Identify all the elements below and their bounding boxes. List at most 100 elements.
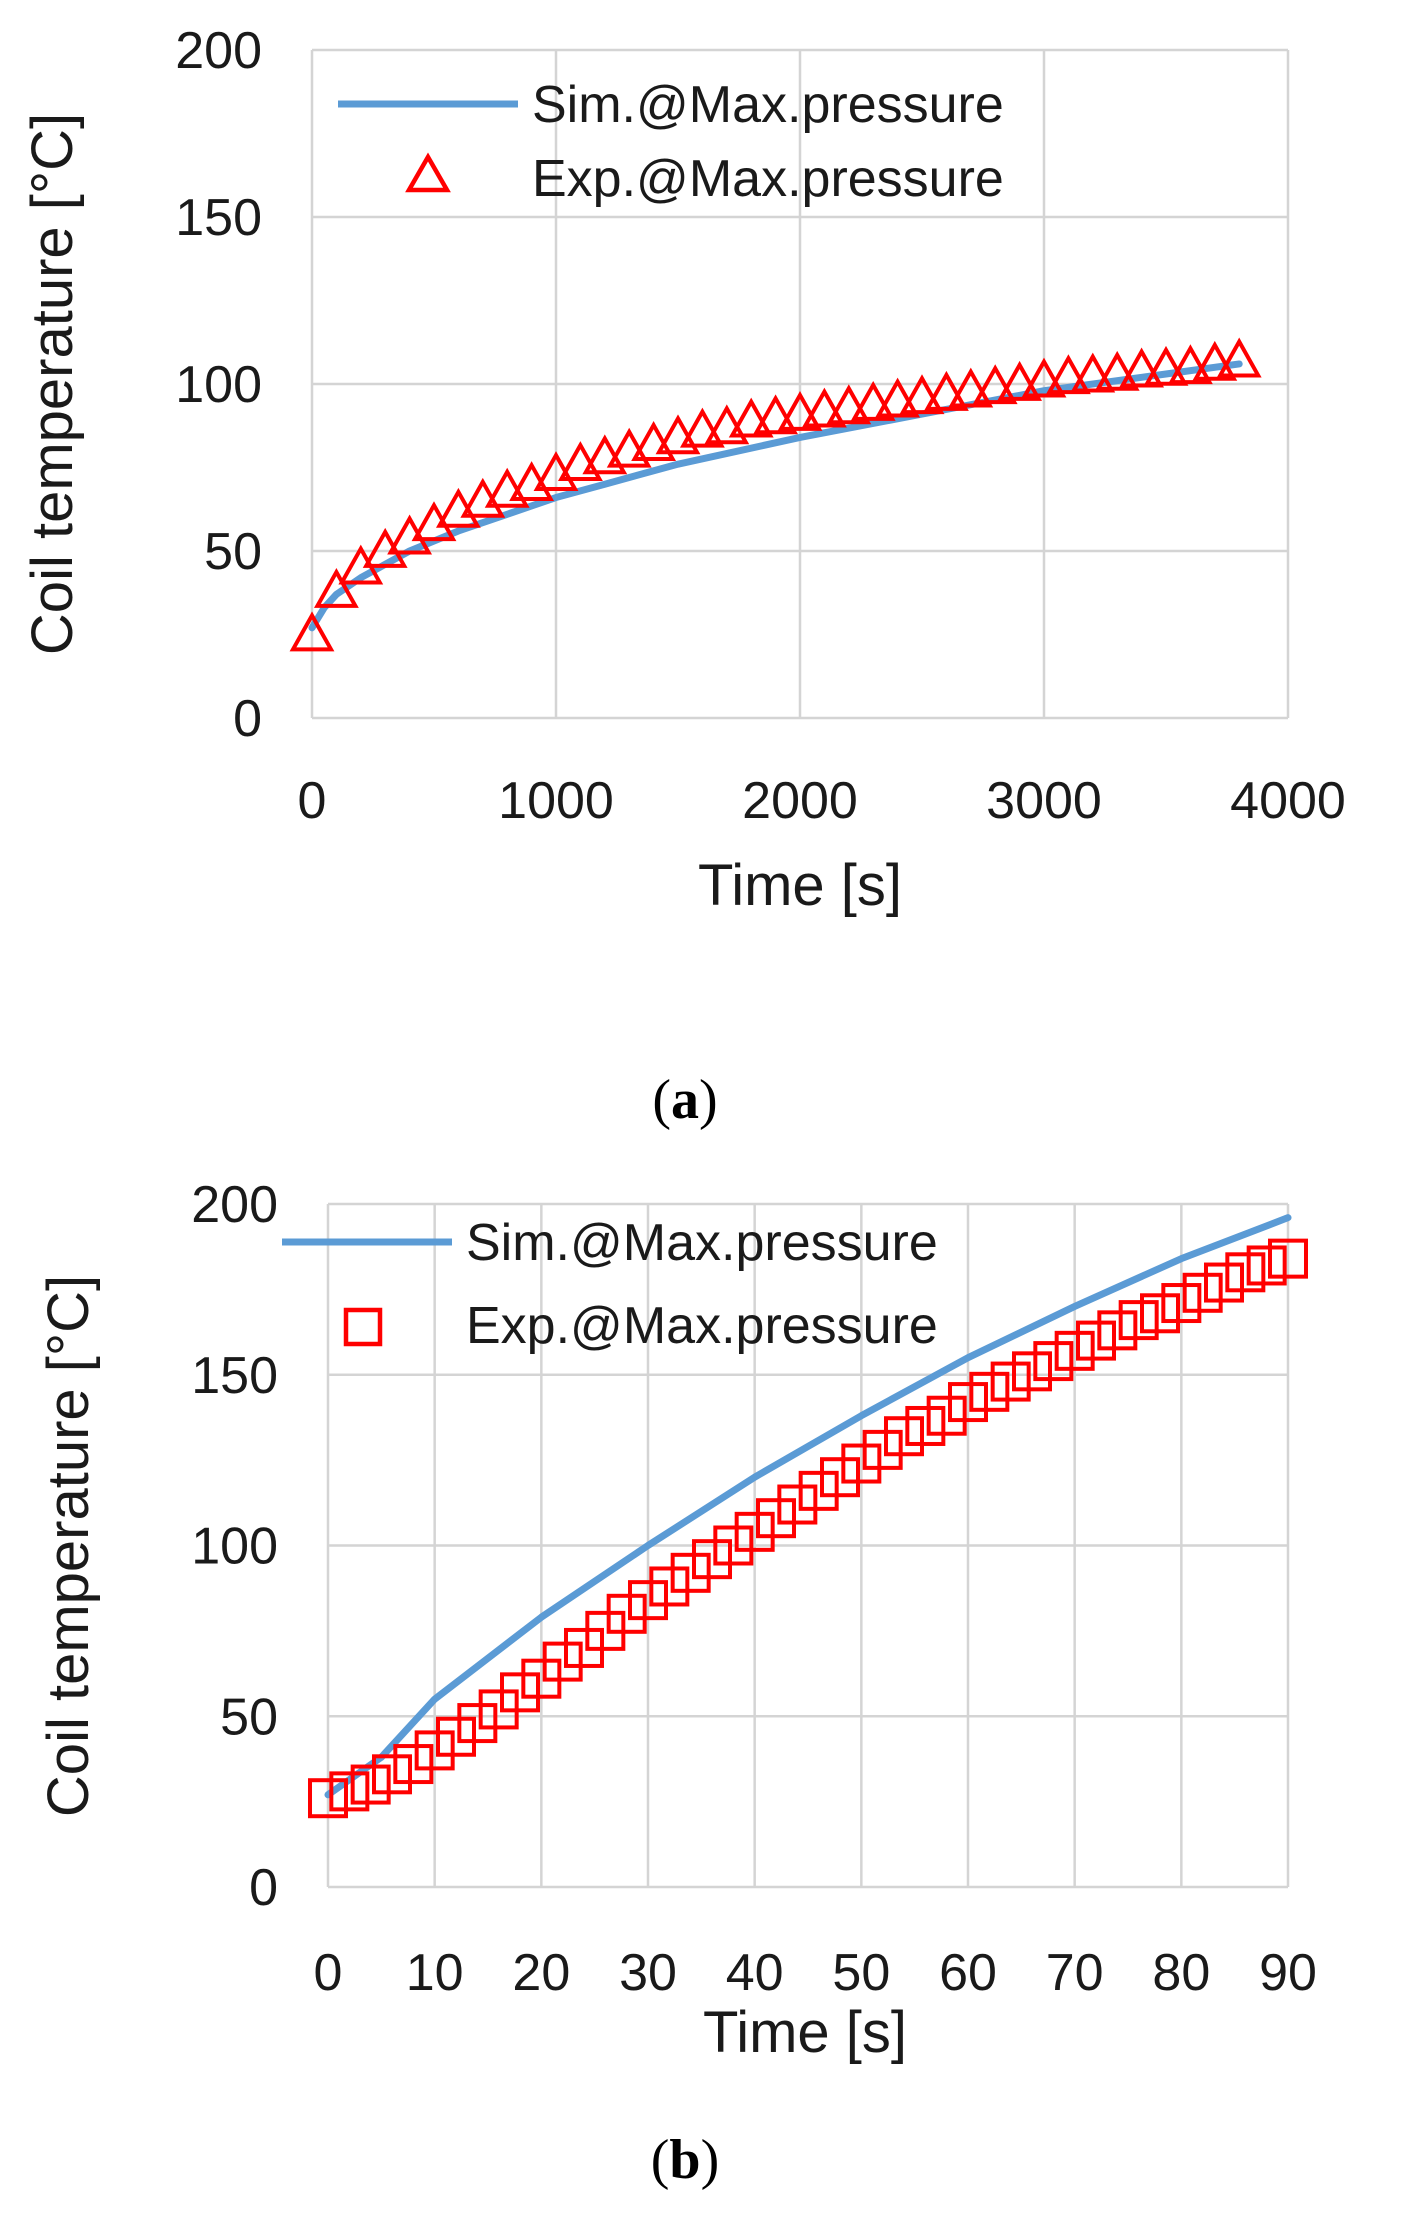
series-b — [308, 1214, 1308, 1819]
exp-triangle-marker-a — [850, 380, 896, 421]
exp-square-marker-b — [1140, 1293, 1180, 1334]
exp-square-marker-b — [329, 1771, 370, 1812]
exp-square-marker-b — [777, 1484, 818, 1525]
exp-square-marker-b — [862, 1429, 903, 1470]
legend-b-exp-square-marker — [343, 1307, 383, 1347]
exp-triangle-marker-a — [875, 377, 921, 418]
exp-triangle-marker-a — [1021, 357, 1067, 398]
exp-square-marker-b — [798, 1470, 839, 1511]
x-tick-label-b: 70 — [1046, 1944, 1104, 2002]
exp-square-marker-b — [1054, 1330, 1095, 1371]
x-tick-label-b: 90 — [1259, 1944, 1317, 2002]
exp-square-marker-b — [692, 1539, 732, 1580]
panel-a: 0 50 100 150 200 0 1000 2000 3000 4000 Coil temp… — [20, 22, 1346, 1131]
y-tick-label-a: 150 — [175, 189, 262, 247]
exp-square-marker-b — [1161, 1283, 1202, 1324]
x-tick-label-b: 30 — [619, 1944, 677, 2002]
gridlines-a — [310, 48, 1290, 720]
exp-square-marker-b — [734, 1511, 775, 1552]
x-tick-label-b: 10 — [406, 1944, 464, 2002]
exp-square-marker-b — [1076, 1320, 1116, 1361]
y-tick-label-b: 200 — [191, 1176, 278, 1234]
exp-triangle-marker-a — [313, 567, 359, 608]
exp-triangle-marker-a — [899, 374, 945, 415]
exp-triangle-marker-a — [1192, 340, 1238, 381]
exp-triangle-marker-a — [777, 390, 823, 431]
exp-square-marker-b — [542, 1641, 583, 1682]
exp-square-marker-b — [713, 1525, 754, 1566]
panel-b: 0 50 100 150 200 0 10 20 30 40 50 60 70 80 90 Sim.@Ma… — [36, 1176, 1317, 2191]
exp-square-marker-b — [457, 1703, 498, 1744]
y-tick-label-b: 150 — [191, 1347, 278, 1405]
panel-letter-b: b — [669, 2129, 700, 2191]
exp-square-marker-b — [393, 1744, 434, 1785]
exp-square-marker-b — [350, 1764, 391, 1805]
x-axis-title-b: Time [s] — [703, 2000, 907, 2065]
exp-square-marker-b — [820, 1457, 860, 1498]
exp-square-marker-b — [948, 1382, 988, 1423]
exp-square-marker-b — [1118, 1300, 1159, 1341]
exp-square-marker-b — [308, 1778, 348, 1819]
exp-square-marker-b — [628, 1580, 668, 1621]
x-tick-labels-b: 0 10 20 30 40 50 60 70 80 90 — [314, 1944, 1317, 2002]
panel-label-a: (a) — [652, 1069, 717, 1131]
y-tick-label-a: 100 — [175, 356, 262, 414]
exp-square-marker-b — [414, 1730, 455, 1771]
exp-triangle-marker-a — [679, 407, 725, 448]
exp-triangle-marker-a — [1143, 345, 1189, 386]
x-tick-label-b: 60 — [939, 1944, 997, 2002]
x-tick-label-b: 40 — [726, 1944, 784, 2002]
exp-triangle-marker-a — [1167, 344, 1213, 385]
legend-a-exp-label: Exp.@Max.pressure — [532, 150, 1004, 208]
x-tick-label-a: 2000 — [742, 772, 858, 830]
exp-triangle-marker-a — [801, 387, 847, 428]
exp-square-marker-b — [1204, 1262, 1244, 1303]
exp-triangle-marker-a — [1094, 350, 1140, 391]
exp-square-marker-b — [905, 1405, 946, 1446]
exp-square-marker-b — [436, 1716, 476, 1757]
legend-b: Sim.@Max.pressure Exp.@Max.pressure — [282, 1214, 938, 1355]
exp-square-marker-b — [670, 1552, 711, 1593]
legend-b-sim-label: Sim.@Max.pressure — [466, 1214, 938, 1272]
x-tick-label-a: 4000 — [1230, 772, 1346, 830]
exp-square-marker-b — [1012, 1351, 1052, 1392]
exp-square-marker-b — [884, 1416, 924, 1457]
y-tick-label-b: 100 — [191, 1518, 278, 1576]
exp-triangle-marker-a — [1216, 337, 1262, 378]
exp-triangle-marker-a — [1045, 354, 1091, 395]
exp-triangle-marker-a — [826, 384, 872, 425]
exp-square-marker-b — [1033, 1341, 1074, 1382]
exp-square-marker-b — [990, 1361, 1031, 1402]
exp-triangle-marker-a — [948, 367, 994, 408]
sim-line-b — [324, 1214, 1292, 1799]
exp-square-marker-b — [649, 1566, 690, 1607]
y-tick-label-a: 50 — [204, 523, 262, 581]
exp-triangle-marker-a — [728, 397, 774, 438]
exp-square-marker-b — [1268, 1238, 1308, 1279]
y-tick-label-a: 200 — [175, 22, 262, 80]
y-tick-label-b: 0 — [249, 1859, 278, 1917]
exp-square-marker-b — [500, 1672, 540, 1713]
exp-square-marker-b — [1225, 1252, 1266, 1293]
exp-triangle-marker-a — [972, 364, 1018, 405]
legend-b-exp-label: Exp.@Max.pressure — [466, 1297, 938, 1355]
exp-square-marker-b — [372, 1754, 412, 1795]
x-tick-label-a: 0 — [298, 772, 327, 830]
exp-triangle-marker-a — [1119, 347, 1165, 388]
x-tick-label-b: 80 — [1152, 1944, 1210, 2002]
y-tick-labels-a: 0 50 100 150 200 — [175, 22, 262, 748]
exp-square-marker-b — [1097, 1310, 1138, 1351]
legend-a-exp-triangle-marker — [405, 152, 451, 193]
legend-a-sim-label: Sim.@Max.pressure — [532, 76, 1004, 134]
y-tick-labels-b: 0 50 100 150 200 — [191, 1176, 278, 1917]
x-tick-label-b: 50 — [832, 1944, 890, 2002]
x-axis-title-a: Time [s] — [698, 853, 902, 918]
y-tick-label-b: 50 — [220, 1688, 278, 1746]
legend-a: Sim.@Max.pressure Exp.@Max.pressure — [338, 76, 1004, 208]
x-tick-label-b: 20 — [512, 1944, 570, 2002]
y-tick-label-a: 0 — [233, 690, 262, 748]
exp-triangle-marker-a — [753, 394, 799, 435]
y-axis-title-b: Coil temperature [°C] — [36, 1275, 101, 1817]
y-axis-title-a: Coil temperature [°C] — [20, 113, 85, 655]
